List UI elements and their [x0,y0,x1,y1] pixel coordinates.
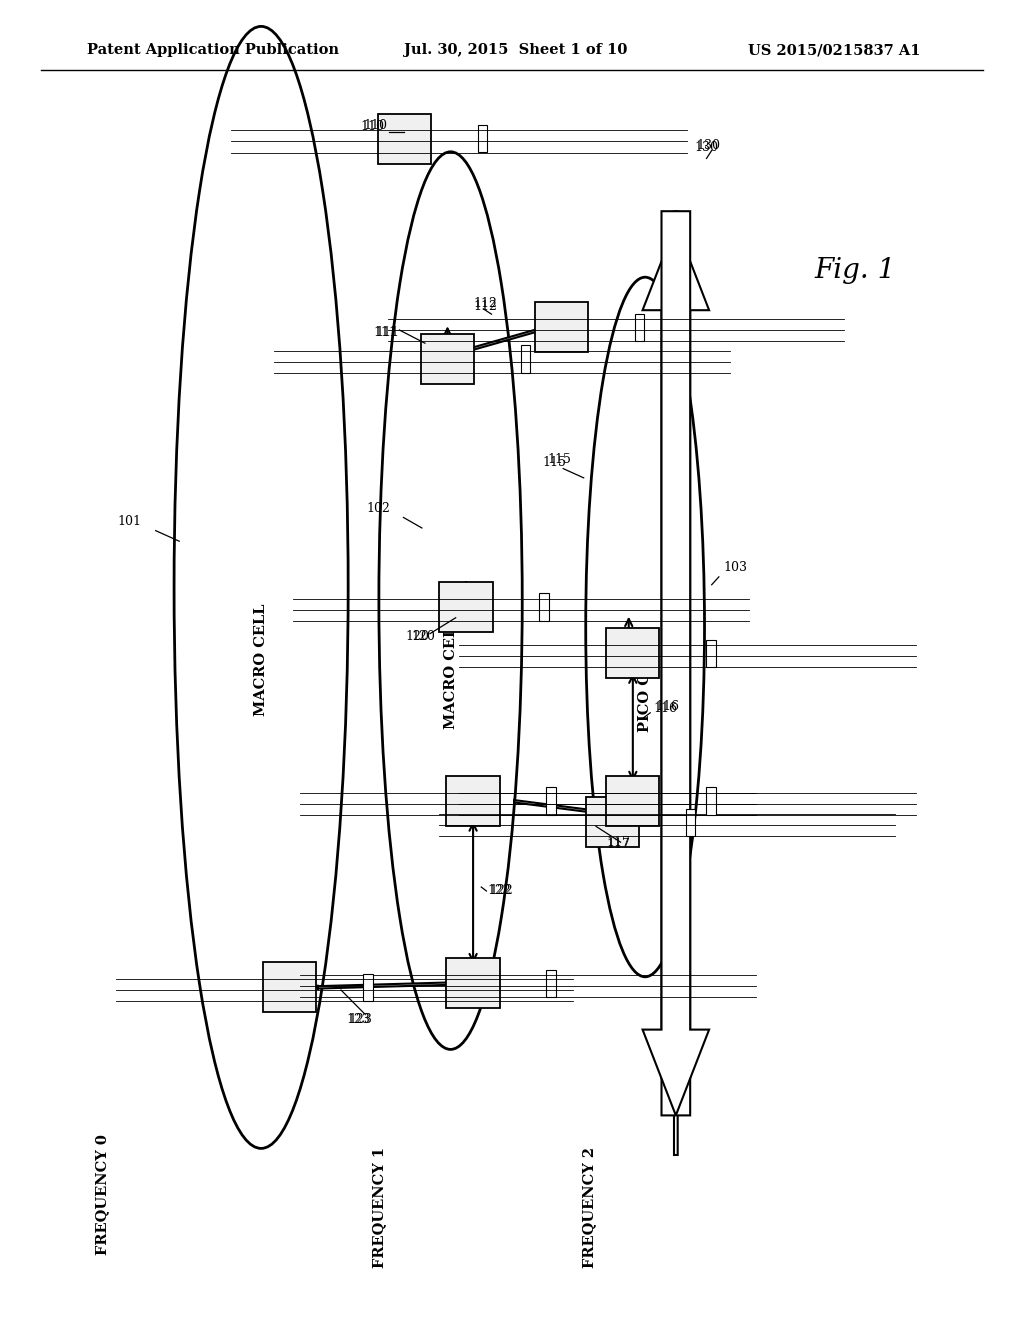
Text: FREQUENCY 2: FREQUENCY 2 [582,1147,596,1269]
Text: 111: 111 [374,326,397,339]
Text: 101: 101 [118,515,141,528]
Bar [446,776,500,826]
FancyArrow shape [643,211,710,1115]
FancyArrow shape [514,799,596,813]
Bar [635,314,644,341]
FancyArrow shape [672,211,680,1155]
Bar [540,594,549,620]
Text: 120: 120 [406,630,429,643]
Bar [263,962,316,1012]
Bar [364,974,373,1001]
Text: Jul. 30, 2015  Sheet 1 of 10: Jul. 30, 2015 Sheet 1 of 10 [404,44,628,57]
Bar [606,628,659,678]
Text: US 2015/0215837 A1: US 2015/0215837 A1 [748,44,920,57]
Text: 115: 115 [543,455,566,469]
Text: 130: 130 [696,139,720,152]
Text: 112: 112 [473,297,497,310]
Text: 122: 122 [489,884,513,898]
Text: 130: 130 [694,141,718,154]
Bar [478,125,487,152]
Bar [547,970,556,997]
Text: FREQUENCY 1: FREQUENCY 1 [372,1147,386,1269]
Bar [547,788,556,814]
FancyArrow shape [317,982,458,990]
Text: Fig. 1: Fig. 1 [814,257,895,284]
Bar [586,797,639,847]
Text: 102: 102 [367,502,390,515]
Bar [439,582,493,632]
Text: MACRO CELL: MACRO CELL [443,616,458,730]
Text: 123: 123 [346,1012,370,1026]
Bar [446,958,500,1008]
Text: 122: 122 [487,884,511,898]
Text: 112: 112 [473,300,497,313]
Text: 123: 123 [348,1012,372,1026]
Text: PICO CELL: PICO CELL [638,642,652,731]
Bar [521,346,530,372]
Bar [707,788,716,814]
Text: FREQUENCY 0: FREQUENCY 0 [95,1134,110,1255]
Bar [707,640,716,667]
Bar [378,114,431,164]
Text: 115: 115 [548,453,571,466]
Text: 117: 117 [606,836,630,849]
Text: Patent Application Publication: Patent Application Publication [87,44,339,57]
Bar [421,334,474,384]
Text: 120: 120 [412,630,435,643]
Text: 111: 111 [376,326,399,339]
Text: 110: 110 [360,120,384,133]
Bar [686,809,695,836]
Bar [535,302,588,352]
Text: 103: 103 [723,561,746,574]
Text: 117: 117 [606,838,630,851]
Text: MACRO CELL: MACRO CELL [254,603,268,717]
FancyArrow shape [469,325,548,351]
Text: 110: 110 [364,119,387,132]
Text: 116: 116 [653,702,677,715]
FancyArrow shape [643,224,710,1115]
Text: 116: 116 [655,700,679,713]
Bar [606,776,659,826]
